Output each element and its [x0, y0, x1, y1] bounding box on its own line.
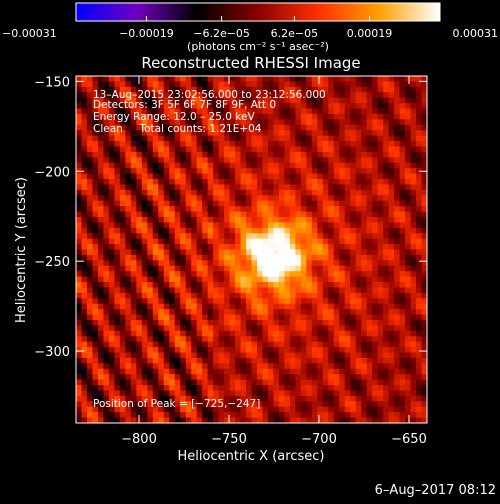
colorbar-tick-label: 6.2e−05: [271, 27, 318, 40]
y-tick-label: −300: [34, 345, 70, 360]
colorbar-tick-label: 0.00031: [453, 27, 499, 40]
x-tick-label: −750: [211, 432, 247, 447]
x-axis-label: Heliocentric X (arcsec): [178, 449, 325, 464]
footer-timestamp: 6–Aug–2017 08:12: [375, 483, 496, 498]
colorbar: [75, 2, 441, 22]
annotation-energy-range: Energy Range: 12.0 – 25.0 keV: [93, 111, 255, 123]
annotation-clean-counts: Clean Total counts: 1.21E+04: [93, 123, 262, 135]
x-tick-label: −650: [391, 432, 427, 447]
colorbar-tick-label: −0.00031: [2, 27, 57, 40]
y-axis-ticks: −150 −200 −250 −300: [34, 75, 427, 360]
colorbar-unit-label: (photons cm⁻² s⁻¹ asec⁻²): [187, 40, 329, 53]
plot-frame: [75, 75, 428, 424]
colorbar-tick-label: −0.00019: [119, 27, 174, 40]
y-tick-label: −200: [34, 165, 70, 180]
y-axis-label: Heliocentric Y (arcsec): [14, 177, 29, 323]
colorbar-ticks: −0.00031 −0.00019 −6.2e−05 6.2e−05 0.00019 0.…: [2, 16, 498, 40]
chart-title: Reconstructed RHESSI Image: [141, 54, 360, 72]
annotation-time-range: 13–Aug–2015 23:02:56.000 to 23:12:56.000: [93, 89, 326, 101]
info-annotations: 13–Aug–2015 23:02:56.000 to 23:12:56.000…: [93, 89, 326, 135]
colorbar-tick-label: 0.00019: [347, 27, 393, 40]
y-tick-label: −150: [34, 75, 70, 90]
y-tick-label: −250: [34, 255, 70, 270]
peak-position-label: Position of Peak = [−725,−247]: [93, 398, 260, 410]
x-tick-label: −700: [301, 432, 337, 447]
x-tick-label: −800: [121, 432, 157, 447]
colorbar-tick-label: −6.2e−05: [193, 27, 250, 40]
heatmap-image: [76, 76, 427, 423]
annotation-detectors: Detectors: 3F 5F 6F 7F 8F 9F, Att 0: [93, 99, 276, 111]
x-axis-ticks: −800 −750 −700 −650: [121, 76, 427, 447]
